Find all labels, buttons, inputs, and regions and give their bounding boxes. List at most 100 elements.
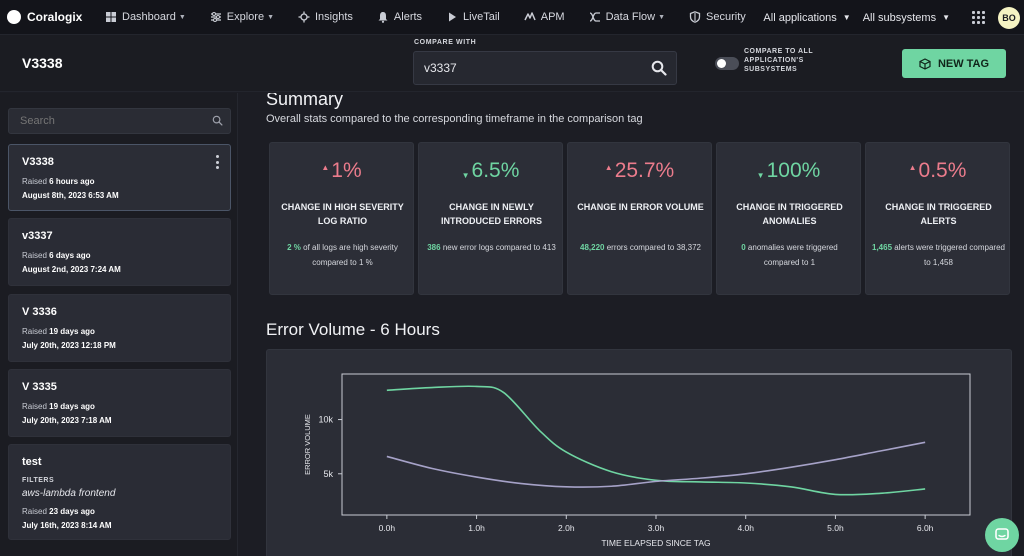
x-tick-label: 3.0h bbox=[648, 523, 665, 533]
nav-right: All applications ▼ All subsystems ▼ BO bbox=[763, 0, 1024, 35]
tag-date: August 2nd, 2023 7:24 AM bbox=[22, 265, 121, 274]
chart-title: Error Volume - 6 Hours bbox=[266, 320, 440, 339]
stat-card: ▲ 0.5% CHANGE IN TRIGGERED ALERTS 1,465 ale… bbox=[865, 142, 1010, 295]
tag-name: V3338 bbox=[22, 156, 54, 168]
tag-filters-label: FILTERS bbox=[22, 477, 55, 484]
chevron-down-icon: ▼ bbox=[842, 13, 851, 22]
stat-description: 0 anomalies were triggered compared to 1 bbox=[723, 240, 856, 270]
tag-search-input[interactable] bbox=[9, 109, 199, 133]
comparison-tag-series-line bbox=[386, 441, 926, 488]
nav-item-insights[interactable]: Insights bbox=[298, 11, 353, 23]
application-selector[interactable]: All applications ▼ bbox=[763, 12, 850, 24]
tag-raised-ago: 19 days ago bbox=[49, 402, 95, 411]
chevron-down-icon: ▼ bbox=[178, 13, 186, 21]
more-options-icon[interactable] bbox=[216, 155, 220, 169]
stat-description-text: of all logs are high severity compared t… bbox=[300, 243, 398, 267]
compare-all-subsystems-label: COMPARE TO ALL APPLICATION'S SUBSYSTEMS bbox=[744, 48, 813, 73]
subsystem-selector-label: All subsystems bbox=[862, 11, 937, 24]
tags-sidebar: V3338 Raised 6 hours ago August 8th, 2023 … bbox=[0, 93, 238, 556]
current-tag-series-line bbox=[386, 385, 926, 496]
nav-item-data-flow[interactable]: Data Flow ▼ bbox=[589, 11, 665, 23]
explore-icon bbox=[210, 12, 221, 22]
tag-date: July 20th, 2023 12:18 PM bbox=[22, 341, 116, 350]
search-icon[interactable] bbox=[651, 60, 667, 76]
box-icon bbox=[919, 57, 931, 70]
stat-description: 2 % of all logs are high severity compar… bbox=[276, 240, 409, 270]
stat-value: ▼ 6.5% bbox=[419, 159, 562, 183]
tag-card[interactable]: V 3335 Raised 19 days ago July 20th, 2023 … bbox=[8, 369, 231, 437]
stat-value-text: 100% bbox=[766, 159, 821, 182]
chevron-down-icon: ▼ bbox=[658, 13, 666, 21]
avatar[interactable]: BO bbox=[998, 6, 1020, 29]
stat-highlight: 48,220 bbox=[580, 243, 605, 252]
search-icon bbox=[212, 115, 223, 126]
apps-grid-icon[interactable] bbox=[972, 10, 986, 25]
tag-card[interactable]: V3338 Raised 6 hours ago August 8th, 2023 … bbox=[8, 144, 231, 211]
tag-name: test bbox=[22, 456, 42, 468]
tag-raised: Raised 19 days ago bbox=[22, 327, 95, 336]
nav-item-label: Alerts bbox=[393, 11, 423, 23]
nav-item-security[interactable]: Security bbox=[689, 11, 746, 23]
nav-item-livetail[interactable]: LiveTail bbox=[446, 11, 500, 23]
chat-button[interactable] bbox=[985, 518, 1019, 552]
tag-card[interactable]: test FILTERS aws-lambda frontend Raised 23 … bbox=[8, 444, 231, 540]
arrow-down-icon: ▼ bbox=[461, 171, 470, 180]
chevron-down-icon: ▼ bbox=[267, 13, 274, 21]
compare-with-label: COMPARE WITH bbox=[414, 39, 477, 46]
summary-subtitle: Overall stats compared to the correspond… bbox=[266, 113, 643, 125]
tag-raised: Raised 19 days ago bbox=[22, 402, 95, 411]
nav-item-label: Insights bbox=[315, 11, 353, 23]
error-volume-chart-svg: 5k 10k 0.0h 1.0h 2.0h 3.0h 4.0h 5.0h 6.0h TIME EL… bbox=[303, 373, 971, 548]
y-tick-label: 5k bbox=[323, 469, 333, 479]
nav-items: Dashboard ▼ Explore ▼ Insights Alerts LiveTail… bbox=[105, 11, 770, 23]
new-tag-button[interactable]: NEW TAG bbox=[902, 49, 1006, 78]
stat-value-text: 0.5% bbox=[918, 159, 967, 182]
stat-label: CHANGE IN HIGH SEVERITY LOG RATIO bbox=[281, 202, 404, 226]
compare-all-subsystems-toggle[interactable] bbox=[715, 57, 739, 70]
nav-item-label: LiveTail bbox=[463, 11, 500, 23]
stat-label: CHANGE IN NEWLY INTRODUCED ERRORS bbox=[440, 202, 542, 226]
stat-value: ▲ 1% bbox=[270, 159, 413, 183]
arrow-down-icon: ▼ bbox=[756, 171, 765, 180]
brand[interactable]: Coralogix bbox=[7, 10, 99, 24]
subsystem-selector[interactable]: All subsystems ▼ bbox=[863, 12, 950, 24]
tag-raised-ago: 6 days ago bbox=[49, 251, 91, 260]
stat-card: ▼ 100% CHANGE IN TRIGGERED ANOMALIES 0 anom… bbox=[716, 142, 861, 295]
x-tick-label: 5.0h bbox=[827, 523, 844, 533]
nav-item-dashboard[interactable]: Dashboard ▼ bbox=[105, 11, 186, 23]
stat-highlight: 386 bbox=[427, 243, 441, 252]
nav-item-alerts[interactable]: Alerts bbox=[377, 11, 422, 23]
x-tick-label: 0.0h bbox=[379, 523, 396, 533]
new-tag-label: NEW TAG bbox=[937, 57, 990, 70]
stat-value-text: 1% bbox=[331, 159, 362, 182]
stat-value: ▲ 25.7% bbox=[568, 159, 711, 183]
coralogix-logo-icon bbox=[7, 10, 21, 24]
nav-item-apm[interactable]: APM bbox=[524, 11, 565, 23]
tag-raised-prefix: Raised bbox=[22, 177, 47, 186]
compare-with-input[interactable] bbox=[413, 51, 677, 85]
page-title: V3338 bbox=[22, 55, 63, 71]
stat-label: CHANGE IN TRIGGERED ALERTS bbox=[885, 202, 992, 226]
nav-item-label: Data Flow bbox=[605, 11, 656, 23]
stat-description: 386 new error logs compared to 413 bbox=[425, 240, 558, 255]
arrow-up-icon: ▲ bbox=[908, 163, 917, 172]
chevron-down-icon: ▼ bbox=[942, 13, 950, 22]
x-tick-label: 1.0h bbox=[468, 523, 485, 533]
play-icon bbox=[449, 12, 457, 22]
tag-search[interactable] bbox=[8, 108, 231, 134]
tag-date: August 8th, 2023 6:53 AM bbox=[22, 191, 119, 200]
arrow-up-icon: ▲ bbox=[321, 163, 330, 172]
application-selector-label: All applications bbox=[763, 11, 837, 24]
apm-icon bbox=[524, 12, 536, 21]
tag-raised-prefix: Raised bbox=[22, 402, 47, 411]
stat-card: ▲ 1% CHANGE IN HIGH SEVERITY LOG RATIO 2 % … bbox=[269, 142, 414, 295]
stat-description-text: errors compared to 38,372 bbox=[604, 243, 701, 252]
tag-card[interactable]: V 3336 Raised 19 days ago July 20th, 2023 … bbox=[8, 294, 231, 362]
bell-icon bbox=[378, 12, 388, 23]
tag-raised: Raised 6 days ago bbox=[22, 251, 91, 260]
tag-raised-ago: 6 hours ago bbox=[49, 177, 95, 186]
stat-description: 48,220 errors compared to 38,372 bbox=[574, 240, 707, 255]
tag-filters-value: aws-lambda frontend bbox=[22, 488, 116, 499]
nav-item-explore[interactable]: Explore ▼ bbox=[210, 11, 274, 23]
tag-card[interactable]: v3337 Raised 6 days ago August 2nd, 2023 7… bbox=[8, 218, 231, 286]
